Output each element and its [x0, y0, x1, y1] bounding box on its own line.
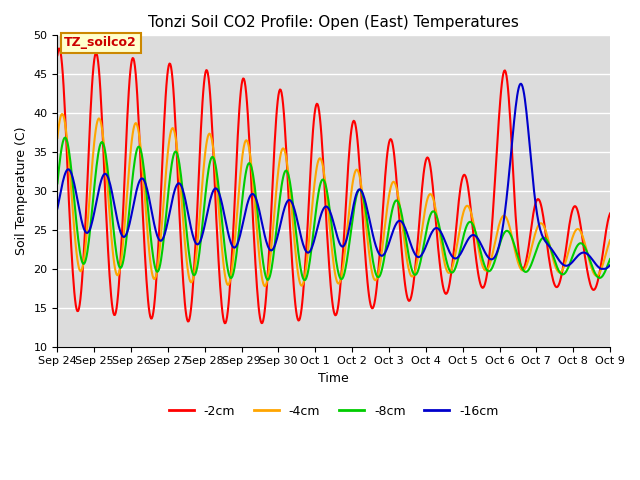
-16cm	[175, 180, 182, 186]
-16cm	[379, 252, 387, 258]
-8cm	[381, 254, 388, 260]
-4cm	[175, 171, 183, 177]
-16cm	[198, 232, 206, 238]
-8cm	[301, 277, 308, 283]
-4cm	[54, 135, 61, 141]
Text: TZ_soilco2: TZ_soilco2	[65, 36, 137, 49]
-2cm	[327, 282, 335, 288]
-8cm	[54, 180, 61, 186]
-4cm	[381, 228, 388, 233]
Y-axis label: Soil Temperature (C): Soil Temperature (C)	[15, 127, 28, 255]
Line: -4cm: -4cm	[58, 114, 610, 286]
-8cm	[327, 215, 335, 220]
-4cm	[327, 234, 335, 240]
-2cm	[175, 211, 183, 217]
-8cm	[435, 222, 443, 228]
-4cm	[200, 169, 207, 175]
Line: -2cm: -2cm	[58, 48, 610, 323]
-16cm	[54, 205, 61, 211]
-8cm	[200, 214, 207, 219]
-8cm	[175, 161, 183, 167]
-4cm	[58, 111, 66, 117]
-4cm	[557, 269, 564, 275]
-2cm	[54, 52, 61, 58]
-8cm	[61, 135, 69, 141]
-4cm	[435, 226, 443, 232]
-16cm	[325, 207, 333, 213]
-2cm	[381, 184, 388, 190]
-16cm	[433, 225, 441, 231]
-16cm	[598, 266, 605, 272]
-2cm	[435, 252, 443, 258]
-2cm	[55, 46, 63, 51]
-8cm	[557, 271, 564, 276]
X-axis label: Time: Time	[318, 372, 349, 385]
-2cm	[200, 89, 207, 95]
-4cm	[606, 237, 614, 243]
-2cm	[221, 320, 228, 326]
-2cm	[557, 275, 564, 280]
-16cm	[606, 263, 614, 268]
-2cm	[606, 211, 614, 216]
-8cm	[606, 256, 614, 262]
-16cm	[556, 259, 564, 264]
-16cm	[517, 81, 525, 87]
Legend: -2cm, -4cm, -8cm, -16cm: -2cm, -4cm, -8cm, -16cm	[164, 400, 504, 423]
Line: -16cm: -16cm	[58, 84, 610, 269]
Line: -8cm: -8cm	[58, 138, 610, 280]
Title: Tonzi Soil CO2 Profile: Open (East) Temperatures: Tonzi Soil CO2 Profile: Open (East) Temp…	[148, 15, 519, 30]
-4cm	[261, 283, 269, 289]
